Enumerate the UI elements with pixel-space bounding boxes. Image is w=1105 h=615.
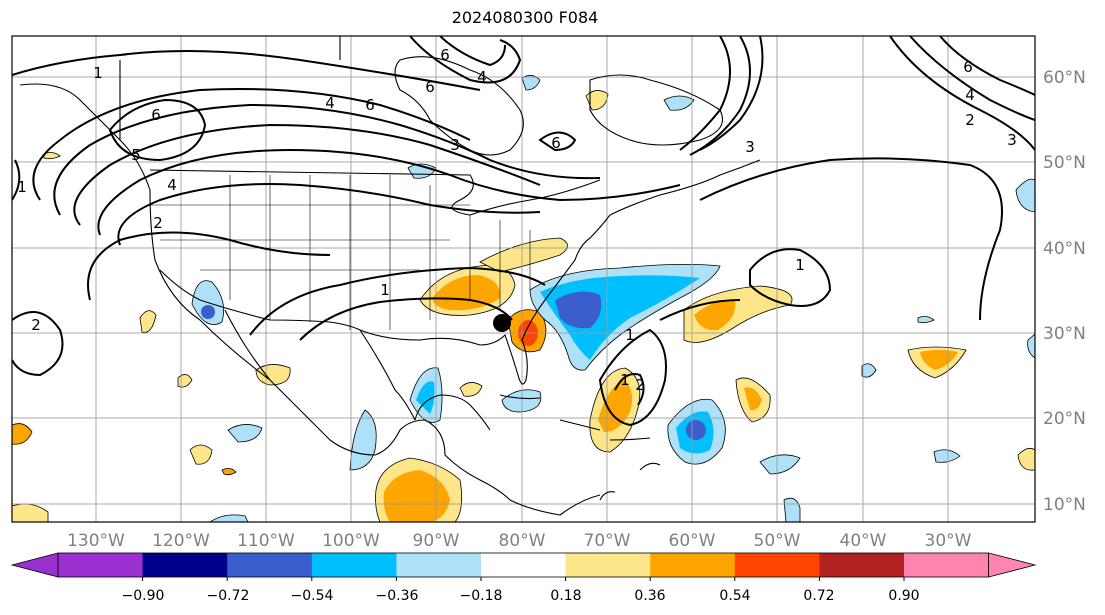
map-frame (11, 35, 1036, 523)
contour-label: 1 (625, 326, 635, 344)
colorbar (10, 552, 1037, 581)
colorbar-tick-label: −0.18 (460, 588, 503, 604)
lat-label: 40°N (1043, 239, 1086, 259)
colorbar-swatch (58, 553, 144, 577)
contour-label: 6 (425, 78, 435, 96)
contour-label: 1 (93, 64, 103, 82)
colorbar-tick-label: 0.18 (550, 588, 581, 604)
contour-label: 1 (17, 178, 27, 196)
lat-label: 60°N (1043, 68, 1086, 88)
lon-label: 80°W (499, 531, 546, 551)
colorbar-tick-label: −0.72 (207, 588, 250, 604)
longitude-labels: 130°W 120°W 110°W 100°W 90°W 80°W 70°W 6… (67, 531, 972, 551)
contour-lines (12, 36, 1035, 427)
contour-label: 4 (477, 68, 487, 86)
map-title: 2024080300 F084 (451, 8, 599, 27)
contour-label: 1 (795, 256, 805, 274)
contour-label-group: 1 4 6 6 4 6 6 6 5 3 3 3 4 1 2 6 4 1 2 2 … (17, 46, 1017, 394)
colorbar-swatch (481, 553, 567, 577)
storm-center-marker (493, 314, 511, 332)
lon-label: 90°W (413, 531, 460, 551)
lat-label: 20°N (1043, 409, 1086, 429)
lon-label: 50°W (754, 531, 801, 551)
contour-label: 5 (131, 146, 141, 164)
coastlines (19, 36, 761, 516)
lat-label: 30°N (1043, 324, 1086, 344)
contour-label: 6 (551, 134, 561, 152)
colorbar-extend-low (10, 552, 59, 578)
colorbar-tick-labels: −0.90 −0.72 −0.54 −0.36 −0.18 0.18 0.36 … (122, 588, 920, 604)
colorbar-swatch (819, 553, 905, 577)
contour-label: 2 (635, 376, 645, 394)
contour-label: 6 (151, 106, 161, 124)
colorbar-tick-label: −0.90 (122, 588, 165, 604)
lon-label: 100°W (322, 531, 380, 551)
colorbar-swatch (734, 553, 820, 577)
colorbar-tick-label: −0.54 (291, 588, 334, 604)
lon-label: 120°W (152, 531, 210, 551)
contour-label: 2 (965, 111, 975, 129)
contour-label: 4 (325, 94, 335, 112)
lon-label: 30°W (925, 531, 972, 551)
contour-label: 4 (167, 176, 177, 194)
colorbar-swatch (650, 553, 736, 577)
contour-label: 4 (965, 86, 975, 104)
lon-label: 40°W (840, 531, 887, 551)
lon-label: 110°W (237, 531, 295, 551)
contour-label: 2 (153, 214, 163, 232)
contour-label: 2 (31, 316, 41, 334)
lon-label: 60°W (669, 531, 716, 551)
contour-label: 1 (380, 281, 390, 299)
colorbar-tick-label: 0.72 (803, 588, 834, 604)
colorbar-swatch (142, 553, 228, 577)
contour-label: 6 (440, 46, 450, 64)
contour-label: 3 (1007, 131, 1017, 149)
colorbar-swatch (396, 553, 482, 577)
lat-label: 50°N (1043, 153, 1086, 173)
colorbar-swatch (311, 553, 397, 577)
contour-label: 6 (365, 96, 375, 114)
lon-label: 70°W (584, 531, 631, 551)
colorbar-tick-label: 0.90 (888, 588, 919, 604)
contour-label: 6 (963, 58, 973, 76)
colorbar-swatch (904, 553, 990, 577)
colorbar-swatch (227, 553, 313, 577)
lat-label: 10°N (1043, 495, 1086, 515)
graticule (12, 36, 1035, 522)
colorbar-frame (57, 552, 989, 578)
state-borders (150, 175, 531, 330)
colorbar-swatch (565, 553, 651, 577)
colorbar-tick-label: 0.54 (719, 588, 750, 604)
contour-label: 1 (620, 371, 630, 389)
lon-label: 130°W (67, 531, 125, 551)
latitude-labels: 60°N 50°N 40°N 30°N 20°N 10°N (1043, 68, 1086, 515)
contour-label: 3 (450, 136, 460, 154)
contour-label: 3 (745, 138, 755, 156)
colorbar-tick-label: −0.36 (376, 588, 419, 604)
colorbar-tick-label: 0.36 (634, 588, 665, 604)
colorbar-extend-high (988, 552, 1037, 578)
